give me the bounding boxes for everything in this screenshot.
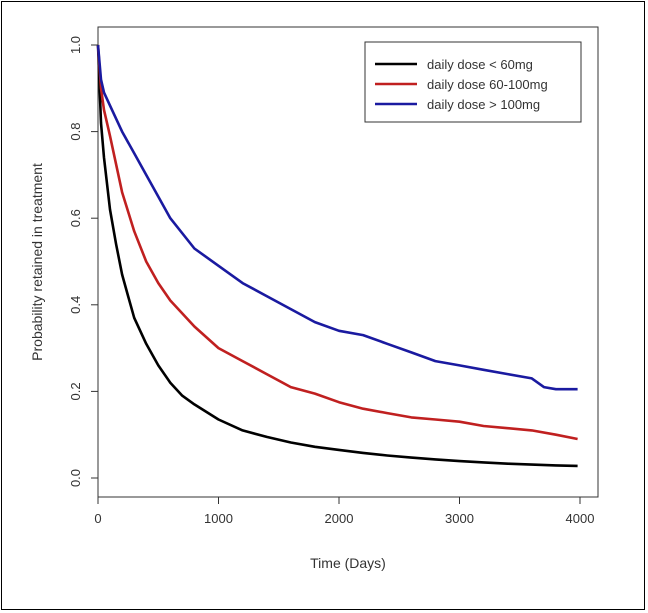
legend-box [364, 41, 582, 123]
y-tick-label: 0.6 [68, 209, 83, 227]
legend: daily dose < 60mg daily dose 60-100mg dail… [364, 41, 582, 123]
series-layer [96, 44, 578, 468]
x-tick-label: 3000 [445, 511, 474, 526]
legend-label-2: daily dose 60-100mg [427, 77, 548, 92]
legend-label-3: daily dose > 100mg [427, 97, 540, 112]
y-tick-label: 0.8 [68, 123, 83, 141]
y-tick-label: 0.2 [68, 382, 83, 400]
x-tick-label: 2000 [325, 511, 354, 526]
y-axis: 0.0 0.2 0.4 0.6 0.8 1.0 [68, 36, 98, 487]
x-tick-label: 4000 [566, 511, 595, 526]
x-tick-label: 1000 [204, 511, 233, 526]
series-line-1 [96, 44, 578, 468]
y-tick-label: 0.0 [68, 469, 83, 487]
plot-area [97, 26, 599, 498]
legend-label-1: daily dose < 60mg [427, 57, 533, 72]
series-line-3 [96, 44, 578, 391]
y-tick-label: 1.0 [68, 36, 83, 54]
x-tick-label: 0 [94, 511, 101, 526]
y-axis-label: Probability retained in treatment [29, 163, 45, 361]
x-axis: 0 1000 2000 3000 4000 [94, 497, 594, 526]
series-line-2 [96, 44, 578, 441]
x-axis-label: Time (Days) [310, 555, 386, 571]
y-tick-label: 0.4 [68, 296, 83, 314]
